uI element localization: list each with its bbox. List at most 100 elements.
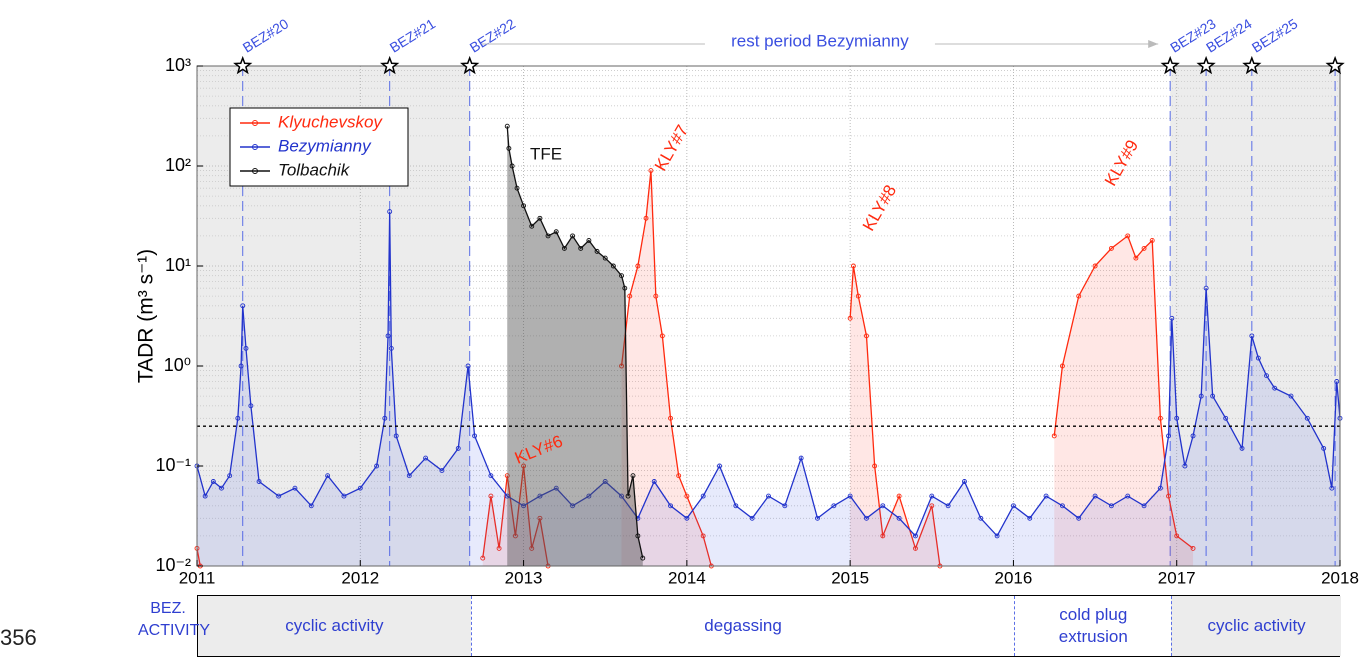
event-star xyxy=(460,55,480,75)
data-point xyxy=(896,515,902,521)
data-point xyxy=(880,503,886,509)
series-line xyxy=(196,170,1194,567)
data-point xyxy=(1249,333,1255,339)
data-point xyxy=(219,485,224,491)
data-point xyxy=(1125,493,1131,499)
data-point xyxy=(1092,263,1098,269)
data-point xyxy=(529,545,535,551)
x-tick-label: 2013 xyxy=(505,568,543,587)
data-point xyxy=(202,493,208,499)
data-point xyxy=(1321,445,1327,451)
data-point xyxy=(619,363,624,369)
data-point xyxy=(1141,503,1147,509)
data-point xyxy=(855,293,861,299)
event-label: BEZ#22 xyxy=(467,15,519,55)
data-point xyxy=(653,293,659,299)
data-point xyxy=(1059,363,1065,369)
data-point xyxy=(341,493,347,499)
data-point xyxy=(1108,503,1114,509)
data-point xyxy=(1027,515,1033,521)
data-point xyxy=(1051,433,1057,439)
data-point xyxy=(749,515,755,521)
data-point xyxy=(235,415,241,421)
data-point xyxy=(521,203,527,209)
data-point xyxy=(847,493,853,499)
data-point xyxy=(1223,415,1229,421)
data-point xyxy=(619,493,624,499)
data-point xyxy=(1169,315,1175,321)
data-point xyxy=(648,168,654,174)
data-point xyxy=(248,403,254,409)
data-point xyxy=(635,263,641,269)
data-point xyxy=(831,503,837,509)
legend-marker xyxy=(252,144,258,150)
data-point xyxy=(1166,433,1172,439)
y-tick-label: 10³ xyxy=(165,55,191,75)
data-point xyxy=(1108,245,1114,251)
arrow-head xyxy=(1148,40,1159,48)
phase: cyclic activity xyxy=(198,596,471,656)
data-point xyxy=(1198,393,1204,399)
phase-label: degassing xyxy=(704,616,782,635)
data-point xyxy=(1239,445,1245,451)
series-area xyxy=(850,266,940,566)
data-point xyxy=(553,485,559,491)
annotation: TFE xyxy=(530,144,562,163)
legend-marker xyxy=(252,168,258,174)
data-point xyxy=(1255,355,1261,361)
data-point xyxy=(506,145,512,151)
series-line xyxy=(506,126,644,559)
event-star xyxy=(1242,55,1262,75)
y-tick-label: 10² xyxy=(165,155,191,175)
data-point xyxy=(630,473,636,479)
data-point xyxy=(1304,415,1310,421)
data-point xyxy=(439,468,445,474)
data-point xyxy=(488,473,494,479)
data-point xyxy=(238,363,244,369)
data-point xyxy=(782,503,788,509)
phase-label: cyclic activity xyxy=(1207,616,1306,635)
data-point xyxy=(766,493,771,499)
data-point xyxy=(913,533,918,539)
data-point xyxy=(684,515,690,521)
data-point xyxy=(1166,493,1172,499)
data-point xyxy=(635,533,641,539)
x-tick-label: 2011 xyxy=(179,568,216,587)
data-point xyxy=(929,503,935,509)
data-point xyxy=(1203,285,1209,291)
series-line xyxy=(196,211,1341,538)
data-point xyxy=(537,515,543,521)
data-point xyxy=(668,415,673,421)
data-point xyxy=(619,273,624,279)
data-point xyxy=(627,293,633,299)
data-point xyxy=(243,345,249,351)
data-point xyxy=(880,533,886,539)
y-tick-label: 10⁰ xyxy=(164,355,191,375)
event-star xyxy=(1196,55,1216,75)
data-point xyxy=(1076,293,1082,299)
data-point xyxy=(733,503,739,509)
data-point xyxy=(864,515,869,521)
data-point xyxy=(643,215,649,221)
data-point xyxy=(393,433,399,439)
series-area xyxy=(621,170,712,566)
plot-frame xyxy=(196,65,1341,567)
data-point xyxy=(256,479,262,484)
data-point xyxy=(385,333,391,339)
data-point xyxy=(1190,433,1196,439)
data-point xyxy=(1092,493,1098,499)
data-point xyxy=(1125,233,1131,239)
y-tick-label: 10¹ xyxy=(165,255,191,275)
data-point xyxy=(406,473,412,479)
event-star xyxy=(380,55,400,75)
data-point xyxy=(651,479,657,484)
data-point xyxy=(913,545,918,551)
y-tick-label: 10⁻² xyxy=(155,555,191,575)
activity-panel: cyclic activity degassing cold plug extrus… xyxy=(197,595,1341,657)
data-point xyxy=(594,248,600,254)
data-point xyxy=(1182,463,1188,469)
legend-label: Bezymianny xyxy=(278,136,372,155)
data-point xyxy=(553,229,559,235)
data-point xyxy=(602,255,608,261)
data-point xyxy=(465,363,471,369)
